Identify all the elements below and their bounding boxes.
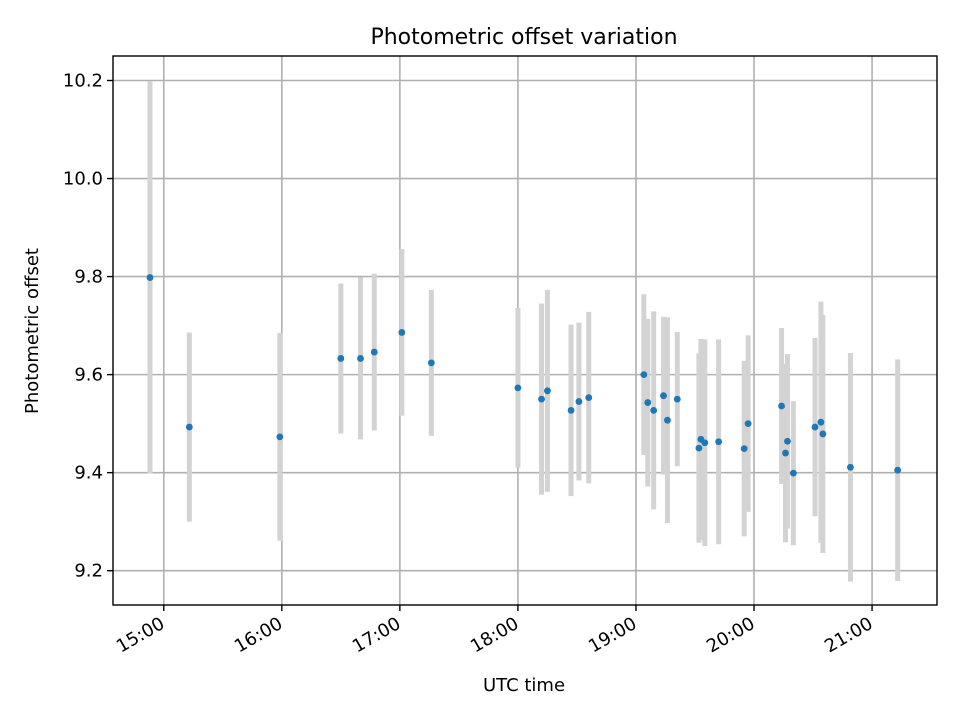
data-point xyxy=(695,444,703,452)
y-tick-label: 10.2 xyxy=(63,71,103,92)
data-point xyxy=(185,423,193,431)
data-point xyxy=(701,439,709,447)
data-points xyxy=(146,274,902,477)
data-point xyxy=(544,387,551,395)
data-point xyxy=(740,445,748,453)
y-tick-label: 9.6 xyxy=(74,365,103,386)
data-point xyxy=(894,466,902,474)
plot-frame xyxy=(112,55,938,606)
y-tick-label: 9.4 xyxy=(74,463,103,484)
data-point xyxy=(337,355,345,362)
data-point xyxy=(744,420,752,428)
data-point xyxy=(673,395,681,403)
data-point xyxy=(660,392,667,400)
data-point xyxy=(778,402,785,410)
data-point xyxy=(146,274,154,281)
data-point xyxy=(427,359,435,367)
data-point xyxy=(398,329,406,336)
data-point xyxy=(817,418,825,426)
y-axis-label: Photometric offset xyxy=(22,248,43,414)
data-point xyxy=(640,371,648,379)
data-point xyxy=(538,395,545,403)
data-point xyxy=(514,384,522,392)
data-point xyxy=(784,437,791,445)
data-point xyxy=(789,469,797,477)
data-point xyxy=(567,406,575,414)
data-point xyxy=(357,355,364,362)
data-point xyxy=(819,430,827,438)
data-point xyxy=(644,399,652,406)
data-point xyxy=(585,394,593,402)
data-point xyxy=(650,406,658,414)
data-point xyxy=(575,398,583,405)
y-tick-label: 9.8 xyxy=(74,267,103,288)
data-point xyxy=(715,438,723,446)
data-point xyxy=(811,423,819,431)
data-point xyxy=(370,348,378,356)
data-point xyxy=(782,449,789,457)
y-tick-label: 10.0 xyxy=(63,169,103,190)
data-point xyxy=(276,433,284,441)
x-axis-label: UTC time xyxy=(483,675,565,696)
data-point xyxy=(664,416,671,424)
data-point xyxy=(847,463,854,471)
chart-title: Photometric offset variation xyxy=(370,25,677,50)
y-tick-label: 9.2 xyxy=(74,561,103,582)
